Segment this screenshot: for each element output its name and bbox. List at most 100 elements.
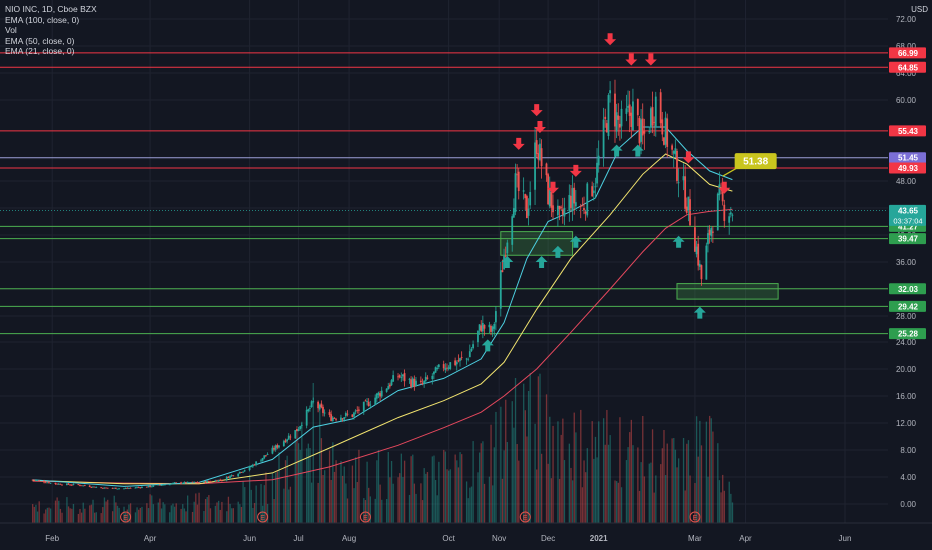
candle-body [214, 480, 217, 482]
candle-body [150, 486, 153, 488]
volume-bar [67, 506, 70, 523]
candle-body [351, 414, 354, 417]
candle-body [676, 150, 678, 181]
candle-body [687, 196, 690, 211]
arrow-up-marker [693, 306, 706, 319]
candle-body [434, 367, 437, 373]
level-29.42-label: 29.42 [898, 302, 919, 311]
volume-bar [185, 511, 187, 523]
volume-bar [306, 448, 308, 523]
candle-body [232, 475, 235, 477]
candle-body [255, 461, 258, 465]
volume-bar [358, 449, 360, 523]
volume-bar [105, 501, 107, 523]
candle-body [56, 483, 58, 485]
volume-bar [689, 475, 691, 523]
level-51.45-badge [889, 152, 926, 164]
volume-bar [231, 508, 233, 523]
candle-body [534, 142, 536, 190]
volume-bar [169, 512, 171, 523]
volume-bar [436, 495, 438, 523]
volume-bar [79, 508, 81, 523]
candle-body [447, 367, 450, 369]
candle-body [312, 401, 315, 402]
candle-body [343, 417, 346, 420]
volume-bar [619, 417, 621, 523]
volume-bar [203, 511, 205, 523]
volume-bar [686, 443, 688, 523]
volume-bar [710, 418, 712, 523]
candle-body [260, 460, 262, 462]
candle-body [240, 472, 243, 473]
level-66.99-label: 66.99 [898, 49, 919, 58]
candle-body [560, 207, 563, 209]
candle-body [317, 401, 319, 409]
volume-bar [684, 490, 686, 523]
candle-body [203, 481, 205, 483]
indicator-vol[interactable]: Vol [5, 25, 17, 36]
candle-body [322, 406, 324, 413]
volume-bar [493, 447, 495, 523]
symbol-title[interactable]: NIO INC, 1D, Cboe BZX [5, 4, 97, 14]
volume-bar [490, 424, 492, 523]
volume-bar [501, 478, 504, 523]
volume-bar [446, 469, 448, 523]
candle-body [48, 482, 50, 484]
volume-bar [465, 481, 468, 523]
volume-bar [255, 485, 257, 523]
candle-body [237, 473, 240, 477]
candle-body [70, 484, 73, 486]
candle-body [579, 206, 582, 208]
candle-body [297, 428, 300, 431]
candle-body [408, 378, 411, 380]
volume-bar [593, 458, 595, 523]
volume-bar [581, 487, 584, 523]
support-zone [676, 283, 779, 300]
volume-bar [717, 443, 719, 523]
candle-body [344, 412, 347, 417]
candle-body [397, 376, 399, 378]
volume-bar [299, 449, 301, 523]
volume-bar [244, 487, 246, 523]
candle-body [80, 485, 83, 487]
candle-body [426, 377, 429, 379]
candle-body [196, 482, 199, 483]
volume-bar [434, 479, 437, 523]
volume-bar [206, 497, 208, 523]
candle-body [43, 480, 45, 483]
indicator-ema21[interactable]: EMA (21, close, 0) [5, 46, 75, 57]
candle-body [369, 404, 372, 406]
candle-body [550, 191, 553, 208]
time-tick-label: Mar [688, 534, 702, 543]
candle-body [511, 216, 514, 245]
ema100-line [32, 208, 733, 485]
volume-bar [448, 470, 450, 523]
volume-bar [214, 505, 217, 523]
volume-bar [253, 503, 256, 523]
candle-body [460, 357, 463, 359]
candle-body [694, 227, 696, 252]
candle-body [31, 479, 34, 481]
volume-bar [90, 504, 93, 523]
candle-body [163, 484, 166, 486]
candle-body [563, 207, 566, 217]
candle-body [718, 184, 721, 196]
arrow-up-marker [535, 256, 548, 268]
candle-body [229, 475, 231, 479]
candle-body [230, 475, 233, 477]
candle-body [46, 482, 49, 484]
earnings-label: E [693, 515, 698, 522]
volume-bar [196, 504, 199, 523]
volume-bar [162, 502, 164, 523]
arrow-down-marker [682, 151, 695, 164]
indicator-ema50[interactable]: EMA (50, close, 0) [5, 35, 75, 46]
candle-body [684, 176, 687, 209]
volume-bar [718, 480, 721, 523]
time-axis[interactable]: Feb Apr Jun Jul Aug Oct Nov Dec 2021 Mar Apr Jun [0, 522, 932, 550]
indicator-ema100[interactable]: EMA (100, close, 0) [5, 14, 80, 25]
volume-bar [209, 508, 212, 523]
level-51.45-label: 51.45 [898, 154, 919, 163]
candle-body [309, 408, 311, 409]
